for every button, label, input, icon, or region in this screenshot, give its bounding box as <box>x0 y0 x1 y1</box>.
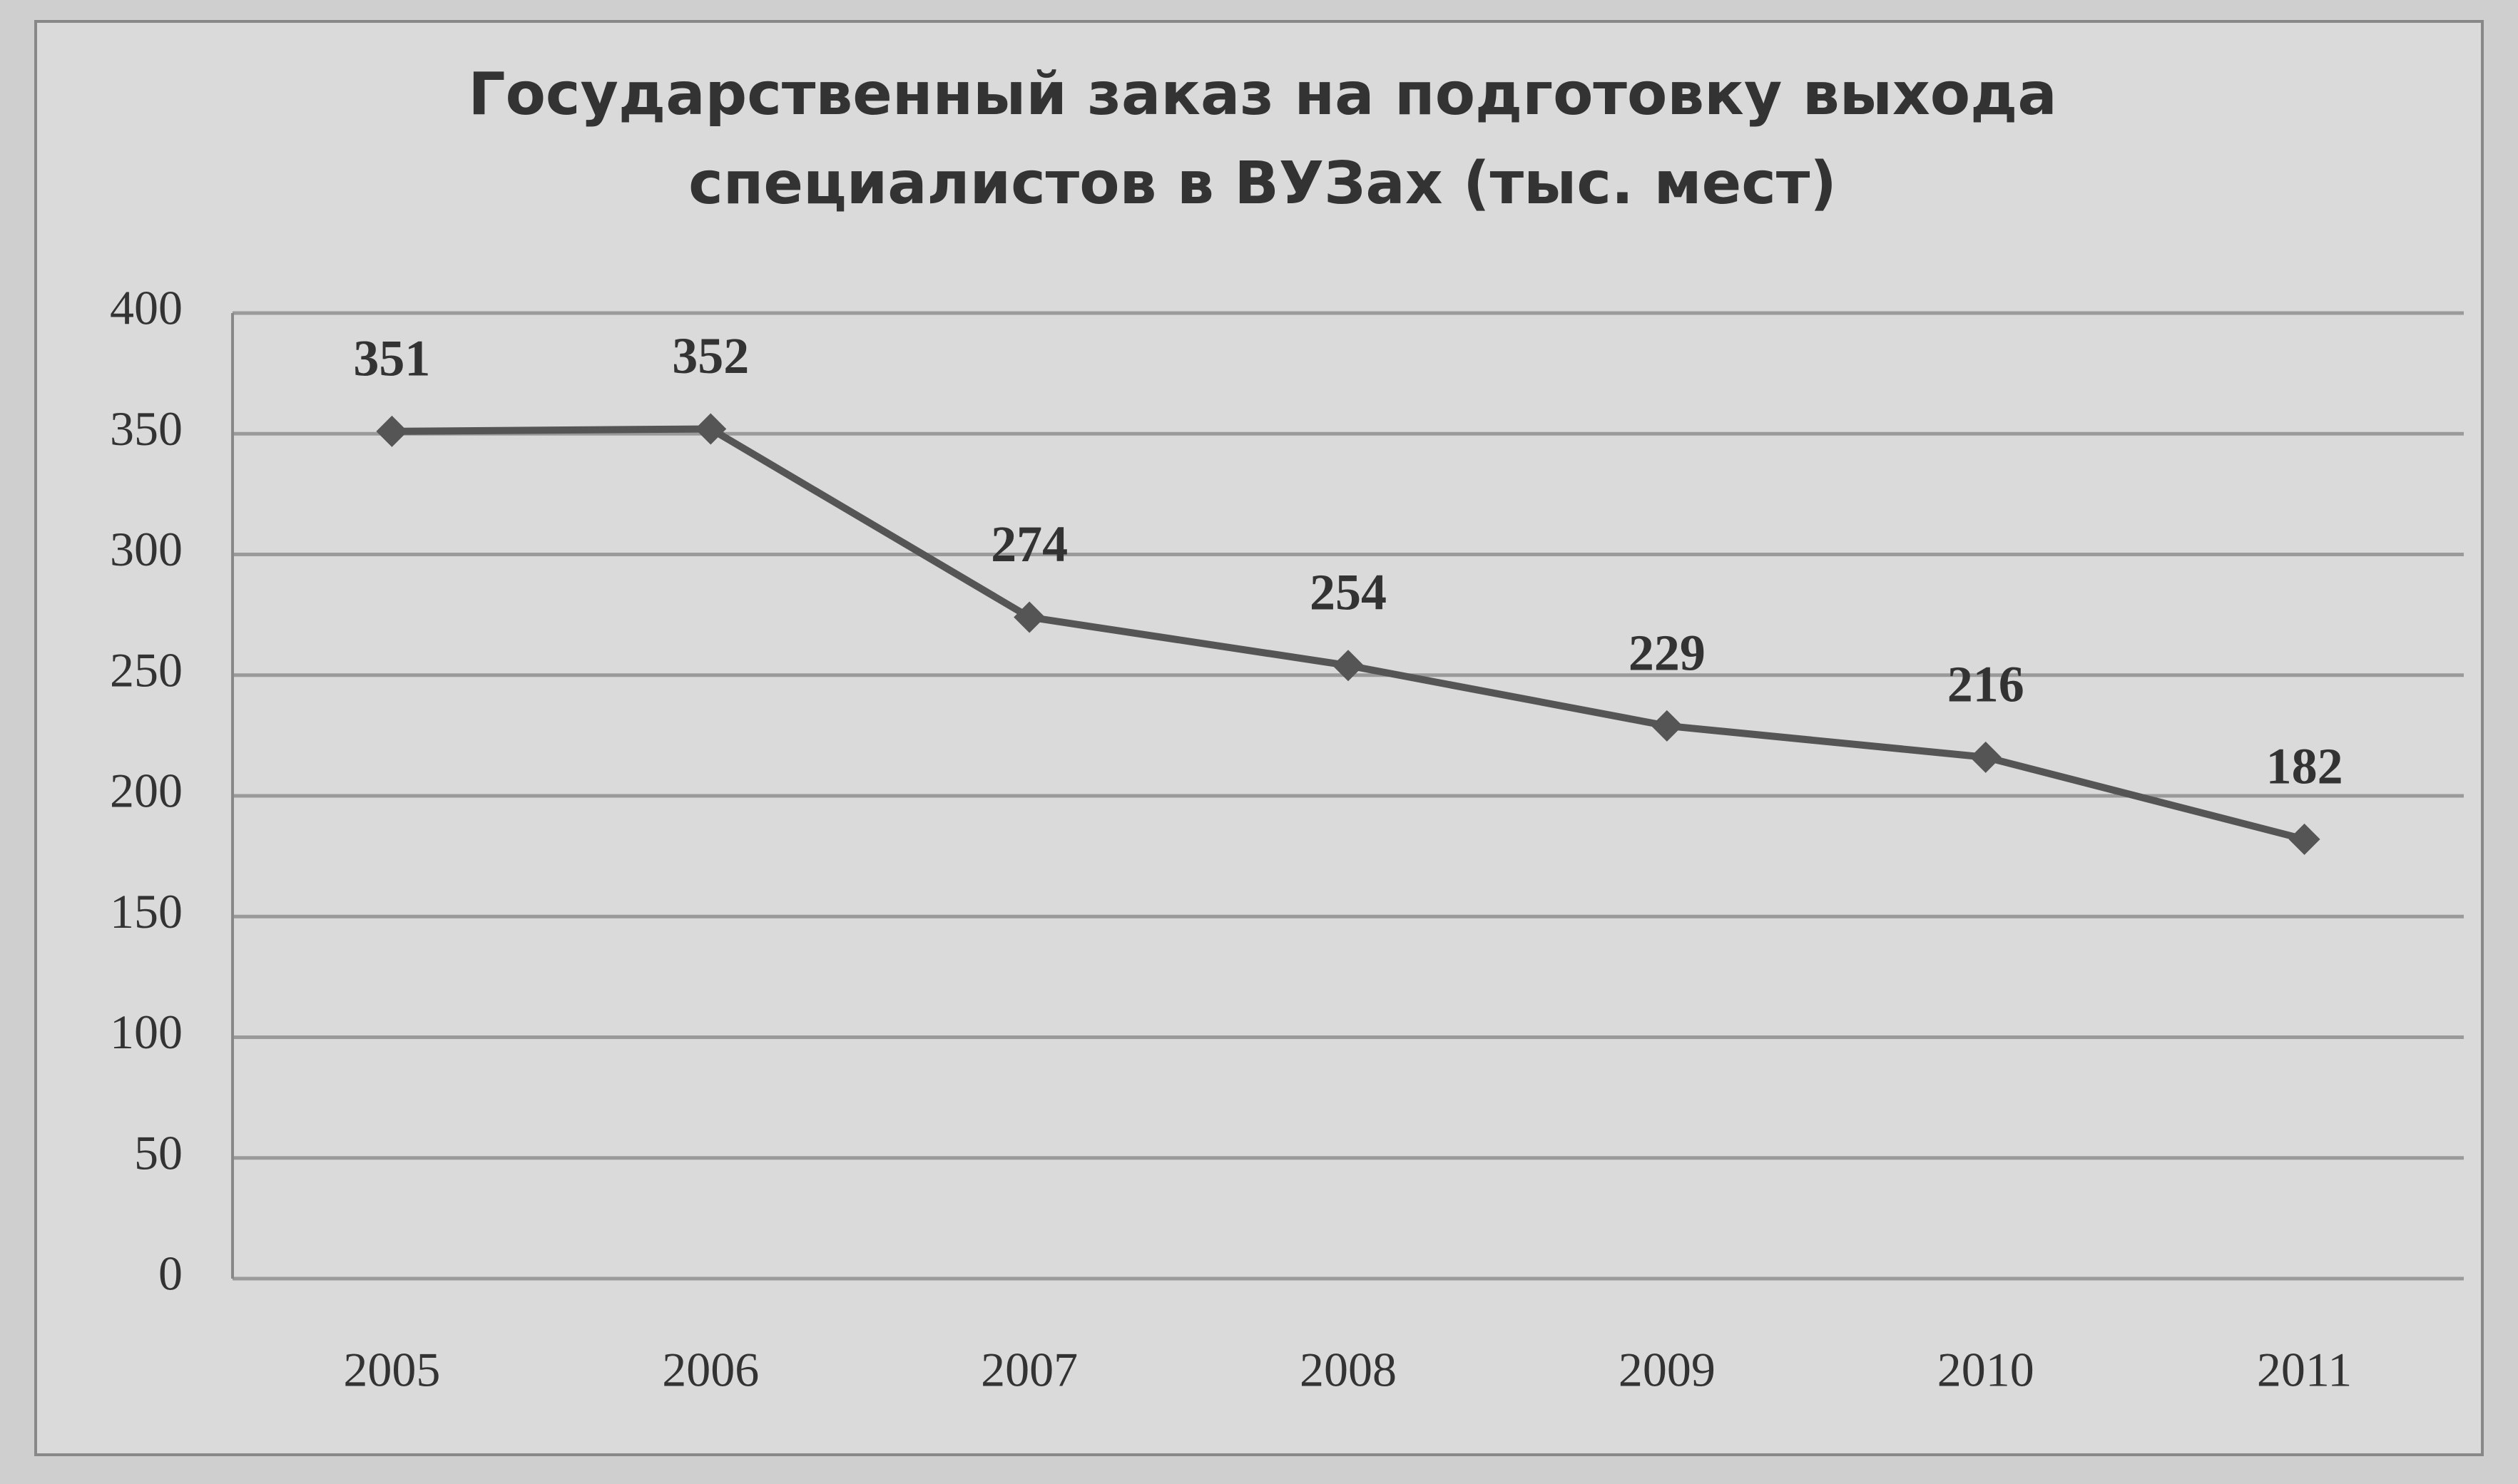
y-tick-label: 400 <box>110 281 183 335</box>
y-tick-label: 150 <box>110 884 183 938</box>
data-label: 351 <box>353 329 430 387</box>
data-label: 182 <box>2266 737 2343 794</box>
y-tick-label: 350 <box>110 401 183 456</box>
x-tick-label: 2006 <box>662 1343 759 1397</box>
marker <box>1969 741 2002 773</box>
x-tick-label: 2007 <box>981 1343 1078 1397</box>
x-tick-label: 2011 <box>2257 1343 2352 1397</box>
y-tick-label: 250 <box>110 643 183 697</box>
y-tick-label: 0 <box>158 1247 183 1301</box>
x-tick-label: 2005 <box>343 1343 440 1397</box>
y-tick-label: 50 <box>134 1125 183 1179</box>
x-tick-label: 2008 <box>1300 1343 1397 1397</box>
y-tick-label: 300 <box>110 522 183 576</box>
marker <box>1332 650 1364 682</box>
y-tick-label: 200 <box>110 764 183 818</box>
chart-title: Государственный заказ на подготовку выхо… <box>468 61 2057 218</box>
x-tick-label: 2009 <box>1619 1343 1716 1397</box>
x-tick-label: 2010 <box>1937 1343 2034 1397</box>
marker <box>695 413 727 445</box>
data-label: 274 <box>991 516 1068 573</box>
data-label: 216 <box>1947 655 2024 712</box>
marker <box>1014 601 1046 633</box>
chart-frame <box>34 20 2484 1456</box>
y-tick-label: 100 <box>110 1005 183 1059</box>
marker <box>1651 710 1683 742</box>
data-label: 254 <box>1310 564 1387 621</box>
data-label: 229 <box>1628 624 1706 681</box>
marker <box>2288 823 2320 855</box>
data-label: 352 <box>672 327 749 384</box>
marker <box>376 415 408 447</box>
